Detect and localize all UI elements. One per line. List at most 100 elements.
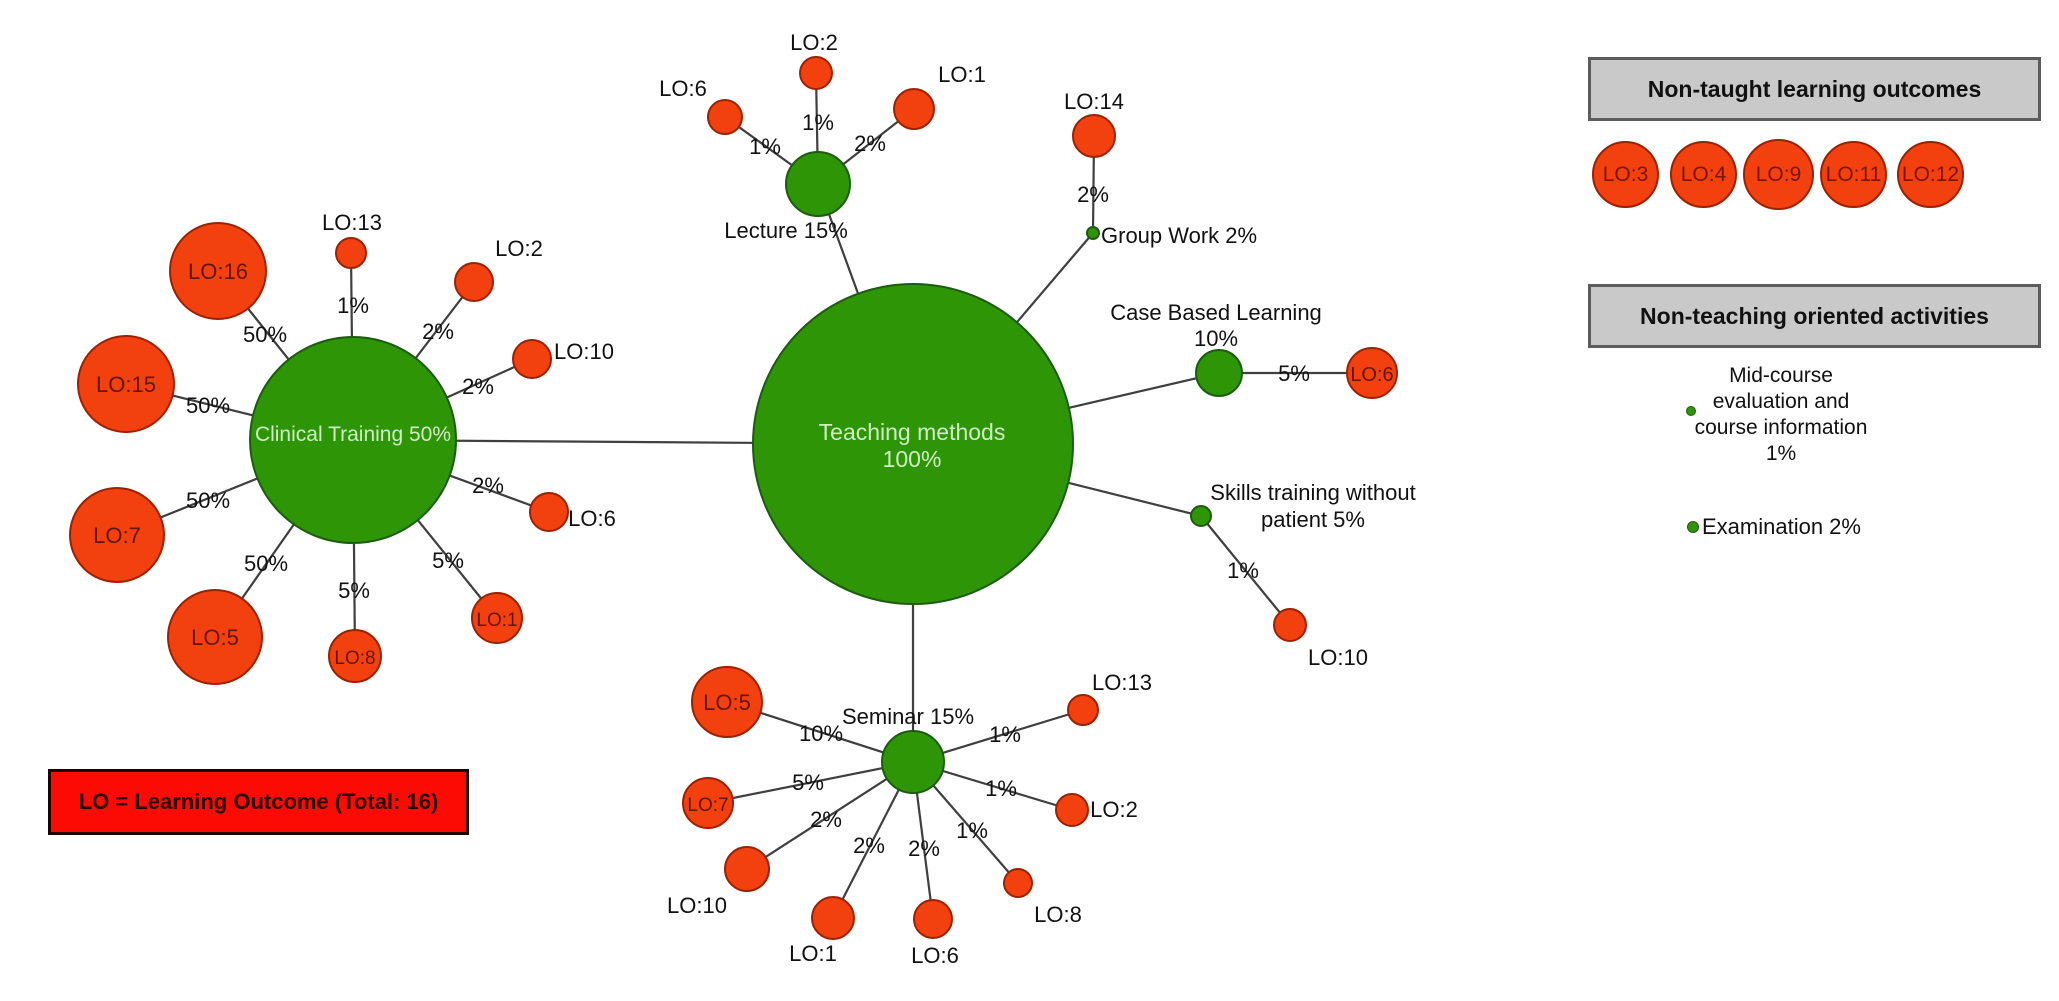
lo5-label: LO:5: [191, 625, 239, 650]
skills-training-label: Skills training without patient 5%: [1210, 480, 1415, 532]
node-m_lo2: [1055, 793, 1089, 827]
seminar-lo8-label: LO:8: [1034, 902, 1082, 927]
edge-label-lecture-l_lo1: 2%: [854, 131, 886, 156]
node-m_lo6: [913, 899, 953, 939]
lo10-label: LO:10: [554, 339, 614, 364]
non-teaching-activities-header: Non-teaching oriented activities: [1588, 284, 2041, 348]
non-taught-outcomes-header: Non-taught learning outcomes: [1588, 57, 2041, 121]
seminar-lo7-label: LO:7: [687, 795, 728, 816]
mid-course-bullet-dot: [1686, 406, 1696, 416]
edge-label-clinical-c_lo1: 5%: [432, 548, 464, 573]
edge-label-seminar-m_lo2: 1%: [985, 776, 1017, 801]
edge-label-seminar-m_lo7: 5%: [792, 770, 824, 795]
seminar-label: Seminar 15%: [842, 704, 974, 729]
lo13-label: LO:13: [322, 210, 382, 235]
edge-label-seminar-m_lo1: 2%: [853, 833, 885, 858]
seminar-lo2-label: LO:2: [1090, 797, 1138, 822]
node-c_lo13: [335, 237, 367, 269]
clinical-training-label: Clinical Training 50%: [255, 423, 451, 446]
node-m_lo7: [682, 777, 734, 829]
edge-label-seminar-m_lo13: 1%: [989, 722, 1021, 747]
lo6-label: LO:6: [568, 506, 616, 531]
lo16-label: LO:16: [188, 259, 248, 284]
node-c_lo10: [512, 339, 552, 379]
edge-label-clinical-c_lo13: 1%: [337, 293, 369, 318]
node-s_lo10: [1273, 608, 1307, 642]
edge-label-skills-s_lo10: 1%: [1227, 558, 1259, 583]
node-clinical: [249, 336, 457, 544]
node-lecture: [785, 151, 851, 217]
node-m_lo8: [1003, 868, 1033, 898]
edge-label-clinical-c_lo8: 5%: [338, 578, 370, 603]
lo15-label: LO:15: [96, 372, 156, 397]
node-l_lo6: [707, 99, 743, 135]
lo2-label: LO:2: [495, 236, 543, 261]
edge-label-clinical-c_lo6: 2%: [472, 473, 504, 498]
group-work-label: Group Work 2%: [1101, 223, 1257, 248]
edge-label-cbl-b_lo6: 5%: [1278, 361, 1310, 386]
node-m_lo5: [691, 666, 763, 738]
node-c_lo5: [167, 589, 263, 685]
edge-label-seminar-m_lo6: 2%: [908, 836, 940, 861]
edge-seminar-m_lo7: [707, 760, 914, 805]
lecture-lo1-label: LO:1: [938, 62, 986, 87]
edge-label-clinical-c_lo15: 50%: [186, 393, 230, 418]
node-cbl: [1195, 349, 1243, 397]
node-c_lo7: [69, 487, 165, 583]
non-taught-lo3-circle: LO:3: [1592, 141, 1659, 208]
seminar-lo5-label: LO:5: [703, 690, 751, 715]
node-c_lo2: [454, 262, 494, 302]
lo7-label: LO:7: [93, 523, 141, 548]
mid-course-evaluation-text: Mid-course evaluation and course informa…: [1694, 364, 1868, 465]
edge-label-seminar-m_lo5: 10%: [799, 721, 843, 746]
lo8-label: LO:8: [334, 648, 375, 669]
non-taught-lo11-circle: LO:11: [1820, 141, 1887, 208]
lo14-label: LO:14: [1064, 89, 1124, 114]
node-l_lo2: [799, 56, 833, 90]
skills-lo10-label: LO:10: [1308, 645, 1368, 670]
non-taught-lo9-circle: LO:9: [1743, 139, 1814, 210]
node-skills: [1190, 505, 1212, 527]
node-teaching: [752, 283, 1074, 605]
cbl-lo6-label: LO:6: [1350, 364, 1393, 386]
edge-label-clinical-c_lo16: 50%: [243, 322, 287, 347]
examination-bullet-dot: [1687, 521, 1699, 533]
node-c_lo1: [471, 592, 523, 644]
node-c_lo8: [328, 629, 382, 683]
edge-label-clinical-c_lo2: 2%: [422, 319, 454, 344]
non-taught-lo4-circle: LO:4: [1670, 141, 1737, 208]
lecture-lo2-label: LO:2: [790, 30, 838, 55]
node-g_lo14: [1072, 114, 1116, 158]
seminar-lo1-label: LO:1: [789, 941, 837, 966]
node-c_lo6: [529, 492, 569, 532]
case-based-learning-label: Case Based Learning 10%: [1110, 300, 1322, 351]
edge-label-lecture-l_lo6: 1%: [749, 134, 781, 159]
node-c_lo16: [169, 222, 267, 320]
edge-label-seminar-m_lo8: 1%: [956, 818, 988, 843]
edge-label-lecture-l_lo2: 1%: [802, 110, 834, 135]
lo1-label: LO:1: [476, 610, 517, 631]
edge-skills-s_lo10: [1200, 515, 1291, 626]
seminar-lo10-label: LO:10: [667, 893, 727, 918]
node-m_lo13: [1067, 694, 1099, 726]
edge-seminar-m_lo10: [746, 761, 914, 870]
lecture-label: Lecture 15%: [724, 218, 848, 243]
edge-label-clinical-c_lo7: 50%: [186, 488, 230, 513]
examination-text: Examination 2%: [1702, 514, 1861, 539]
node-c_lo15: [77, 335, 175, 433]
node-l_lo1: [893, 88, 935, 130]
node-seminar: [881, 730, 945, 794]
teaching-methods-label: Teaching methods 100%: [819, 419, 1006, 472]
edge-label-clinical-c_lo10: 2%: [462, 374, 494, 399]
node-m_lo1: [811, 896, 855, 940]
non-taught-lo12-circle: LO:12: [1897, 141, 1964, 208]
node-groupwork: [1086, 226, 1100, 240]
edge-label-seminar-m_lo10: 2%: [810, 807, 842, 832]
node-m_lo10: [724, 846, 770, 892]
seminar-lo13-label: LO:13: [1092, 670, 1152, 695]
edge-label-clinical-c_lo5: 50%: [244, 551, 288, 576]
node-b_lo6: [1346, 347, 1398, 399]
lecture-lo6-label: LO:6: [659, 76, 707, 101]
